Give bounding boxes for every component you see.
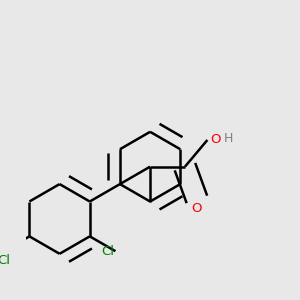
Text: Cl: Cl: [101, 245, 114, 258]
Text: H: H: [224, 132, 233, 145]
Text: Cl: Cl: [0, 254, 10, 267]
Text: O: O: [192, 202, 202, 215]
Text: O: O: [210, 134, 221, 146]
